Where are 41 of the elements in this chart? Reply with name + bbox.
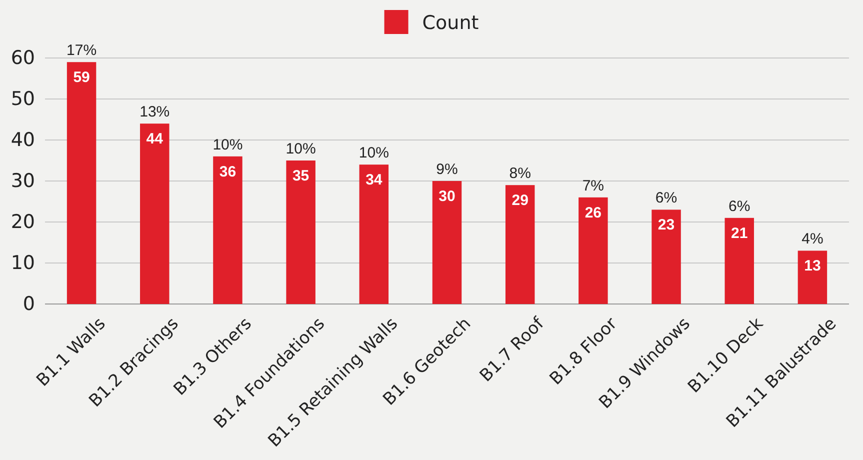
bar [798,250,828,304]
annotation: 7% [582,177,604,194]
y-tick-label: 20 [10,211,35,234]
y-tick-label: 50 [10,88,35,110]
y-tick-label: 10 [10,252,35,274]
y-tick-label: 30 [10,170,35,192]
annotation: 17% [66,42,97,60]
bar [140,124,170,304]
bar [359,164,389,304]
annotation: 8% [509,165,531,182]
annotation: 10% [358,144,389,162]
y-tick-label: 60 [10,47,35,70]
y-tick-label: 0 [22,293,35,316]
data-label: 23 [658,216,675,234]
annotation: 6% [728,198,750,215]
bar [505,185,535,304]
bar [432,181,462,304]
data-label: 35 [292,168,310,184]
data-label: 26 [584,204,602,222]
annotation: 10% [212,136,243,154]
bar [652,210,681,304]
data-label: 34 [366,172,383,189]
data-label: 21 [731,224,748,242]
data-label: 30 [438,188,456,205]
bar [213,156,242,304]
bar [724,218,754,304]
annotation: 6% [655,190,678,207]
annotation: 4% [802,230,824,248]
bar [66,62,96,304]
annotation: 9% [436,161,458,178]
legend-label: Count [422,12,479,34]
data-label: 59 [73,69,90,86]
data-label: 44 [146,130,164,148]
bar [286,160,316,304]
annotation: 13% [140,104,170,121]
data-label: 36 [219,163,236,180]
y-tick-label: 40 [10,129,35,152]
annotation: 10% [286,140,316,158]
data-label: 13 [804,258,821,275]
data-label: 29 [512,192,528,210]
bar [578,197,608,304]
